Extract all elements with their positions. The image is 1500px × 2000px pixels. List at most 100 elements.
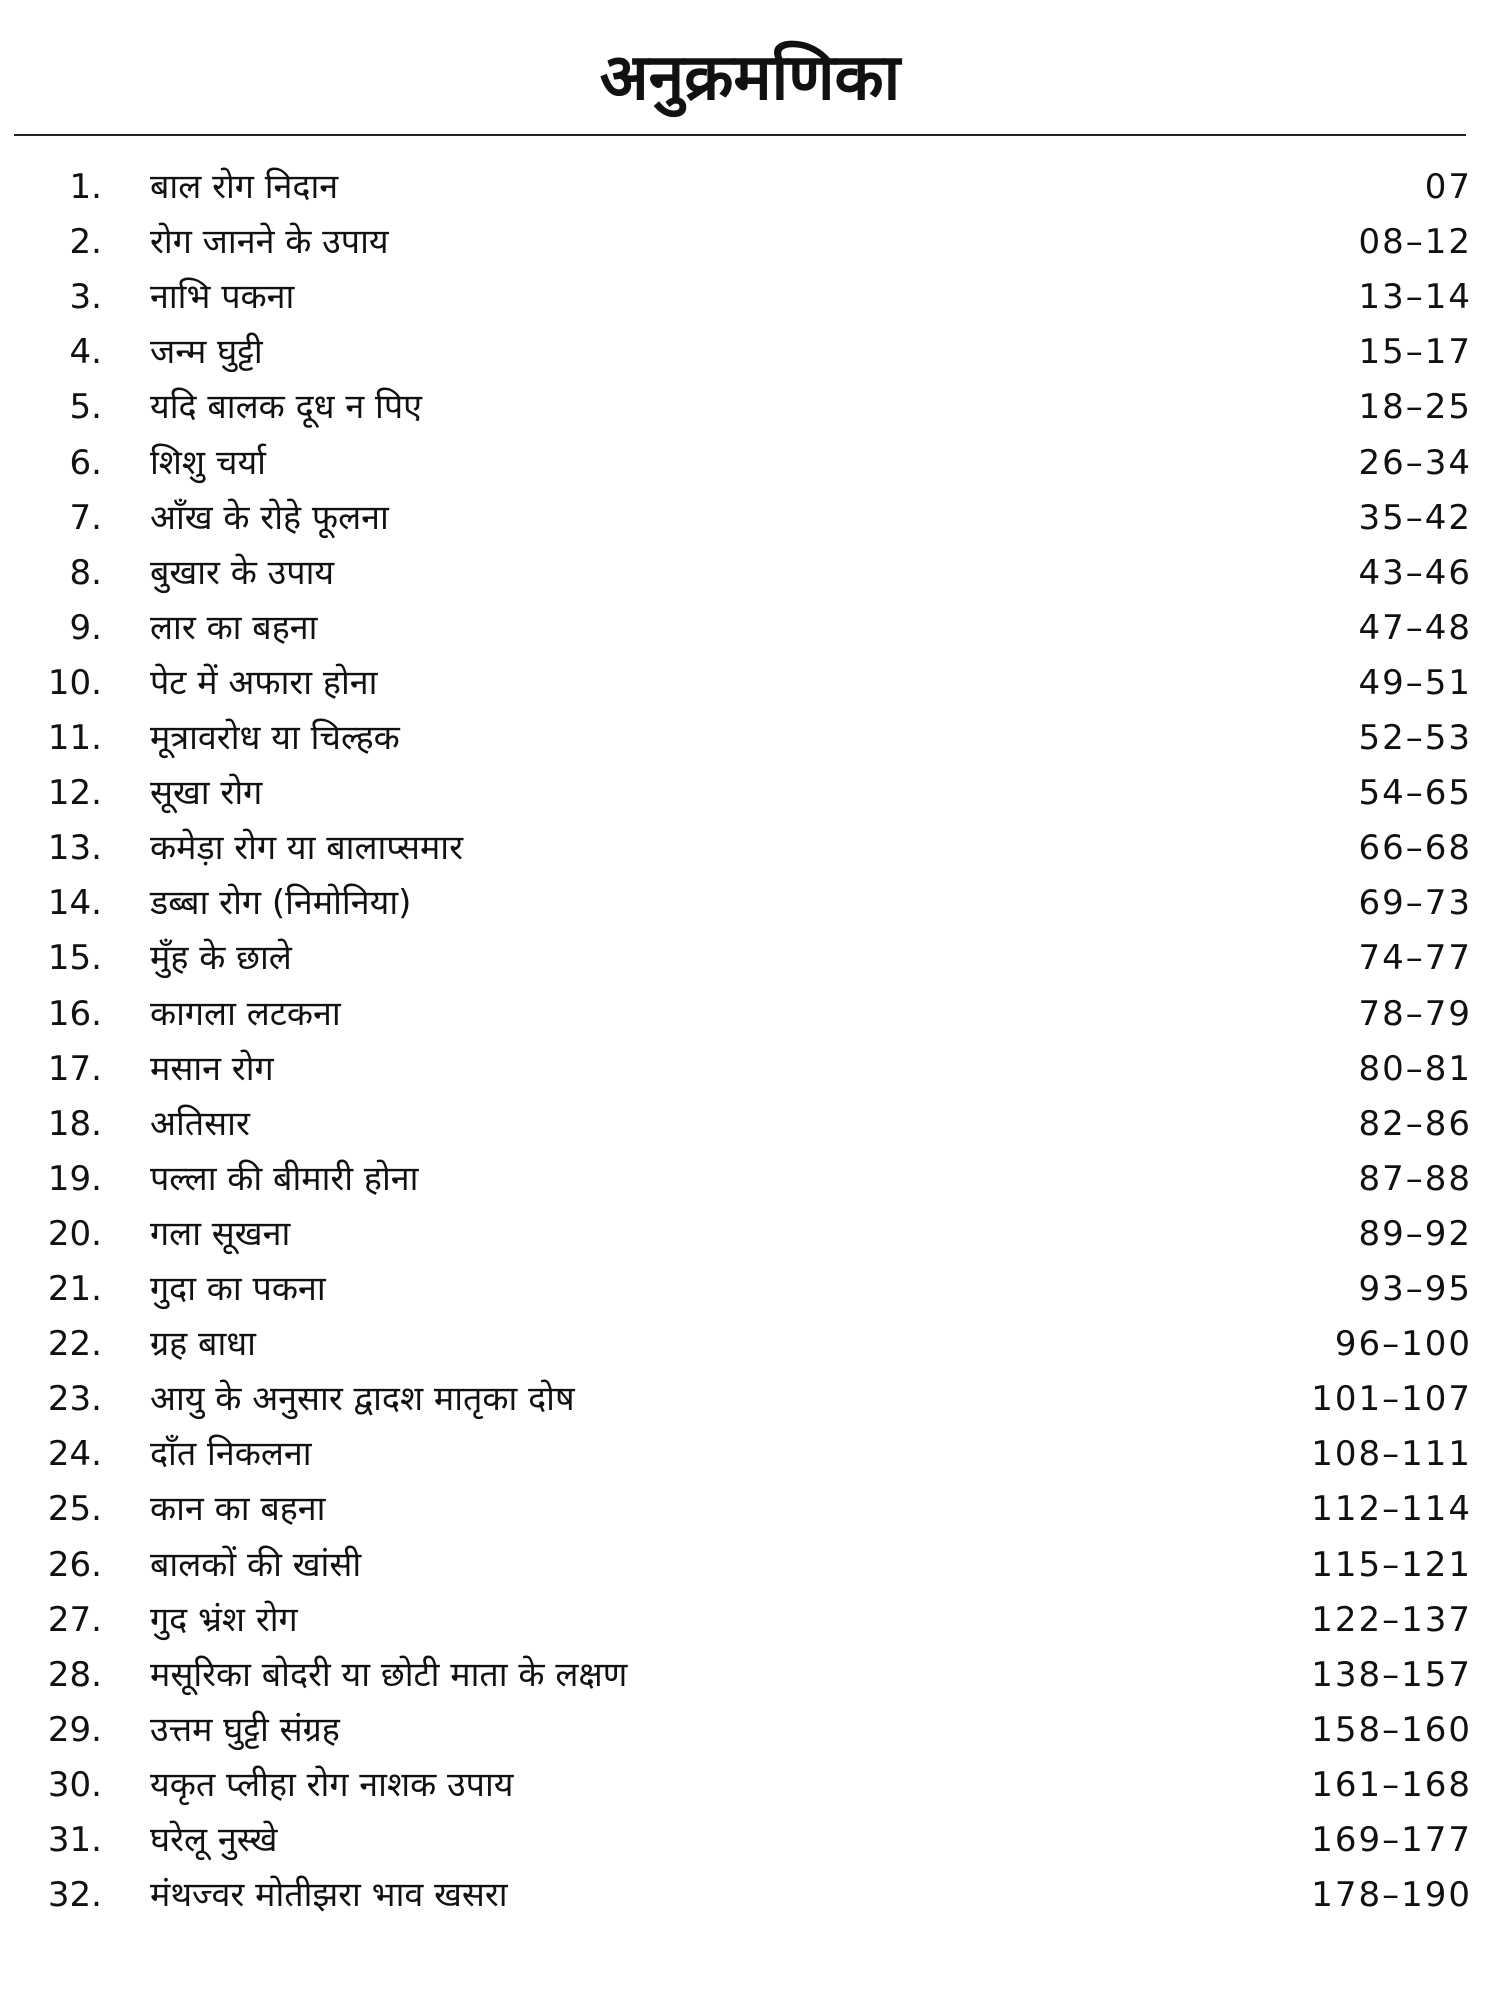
entry-pages: 161–168 [1311, 1764, 1472, 1805]
entry-pages: 66–68 [1358, 828, 1472, 869]
entry-pages: 07 [1424, 167, 1472, 207]
entry-title: पल्ला की बीमारी होना [150, 1158, 419, 1199]
entry-title: पेट में अफारा होना [150, 662, 378, 703]
entry-title: बाल रोग निदान [150, 167, 339, 207]
entry-number: 7. [69, 497, 102, 538]
entry-title: ग्रह बाधा [150, 1324, 256, 1365]
toc-entry: 22. ग्रह बाधा 96–100 [0, 1317, 1500, 1372]
entry-title: डब्बा रोग (निमोनिया) [150, 883, 412, 924]
entry-number: 11. [47, 718, 102, 758]
entry-number: 24. [47, 1434, 102, 1475]
entry-number: 6. [69, 442, 102, 483]
entry-number: 29. [47, 1709, 102, 1750]
entry-title: आँख के रोहे फूलना [150, 497, 389, 538]
entry-pages: 74–77 [1358, 938, 1472, 979]
entry-title: अतिसार [150, 1103, 250, 1144]
entry-title: मसान रोग [150, 1048, 274, 1089]
entry-number: 31. [47, 1820, 102, 1860]
entry-title: मुँह के छाले [150, 938, 292, 979]
entry-title: कमेड़ा रोग या बालाप्समार [150, 828, 464, 869]
entry-title: बुखार के उपाय [150, 552, 335, 593]
entry-number: 30. [47, 1764, 102, 1805]
entry-title: उत्तम घुट्टी संग्रह [150, 1709, 340, 1750]
entry-number: 25. [47, 1489, 102, 1530]
entry-number: 17. [47, 1048, 102, 1089]
entry-number: 20. [47, 1213, 102, 1254]
toc-entry: 3. नाभि पकना 13–14 [0, 270, 1500, 325]
toc-entry: 13. कमेड़ा रोग या बालाप्समार 66–68 [0, 821, 1500, 876]
entry-pages: 18–25 [1358, 387, 1472, 428]
entry-pages: 35–42 [1358, 497, 1472, 538]
entry-pages: 26–34 [1358, 442, 1472, 483]
entry-number: 23. [47, 1379, 102, 1420]
entry-number: 21. [47, 1269, 102, 1309]
entry-title: कान का बहना [150, 1489, 326, 1530]
entry-title: नाभि पकना [150, 277, 295, 318]
entry-title: रोग जानने के उपाय [150, 222, 389, 263]
entry-number: 28. [47, 1654, 102, 1695]
entry-title: आयु के अनुसार द्वादश मातृका दोष [150, 1379, 575, 1420]
entry-pages: 13–14 [1358, 277, 1472, 318]
entry-title: गला सूखना [150, 1213, 291, 1254]
entry-number: 13. [47, 828, 102, 869]
entry-number: 9. [69, 607, 102, 648]
entry-pages: 169–177 [1311, 1820, 1472, 1860]
toc-entry: 28. मसूरिका बोदरी या छोटी माता के लक्षण 13… [0, 1648, 1500, 1703]
toc-entry: 25. कान का बहना 112–114 [0, 1482, 1500, 1537]
entry-title: यदि बालक दूध न पिए [150, 387, 422, 428]
entry-title: बालकों की खांसी [150, 1544, 362, 1585]
entry-number: 16. [47, 993, 102, 1034]
entry-pages: 138–157 [1311, 1654, 1472, 1695]
toc-entry: 27. गुद भ्रंश रोग 122–137 [0, 1593, 1500, 1648]
toc-entry: 31. घरेलू नुस्खे 169–177 [0, 1813, 1500, 1868]
entry-pages: 52–53 [1358, 718, 1472, 758]
toc-entry: 5. यदि बालक दूध न पिए 18–25 [0, 380, 1500, 435]
toc-entry: 23. आयु के अनुसार द्वादश मातृका दोष 101–10… [0, 1372, 1500, 1427]
toc-entry: 16. कागला लटकना 78–79 [0, 987, 1500, 1042]
entry-number: 4. [69, 332, 102, 373]
toc-entry: 30. यकृत प्लीहा रोग नाशक उपाय 161–168 [0, 1758, 1500, 1813]
toc-entry: 8. बुखार के उपाय 43–46 [0, 546, 1500, 601]
toc-entry: 11. मूत्रावरोध या चिल्हक 52–53 [0, 711, 1500, 766]
entry-title: लार का बहना [150, 607, 318, 648]
toc-entry: 18. अतिसार 82–86 [0, 1097, 1500, 1152]
toc-entry: 2. रोग जानने के उपाय 08–12 [0, 215, 1500, 270]
entry-pages: 80–81 [1358, 1048, 1472, 1089]
entry-number: 5. [69, 387, 102, 428]
toc-entry: 9. लार का बहना 47–48 [0, 601, 1500, 656]
entry-pages: 43–46 [1358, 552, 1472, 593]
entry-title: यकृत प्लीहा रोग नाशक उपाय [150, 1764, 514, 1805]
toc-entry: 10. पेट में अफारा होना 49–51 [0, 656, 1500, 711]
entry-pages: 15–17 [1358, 332, 1472, 373]
toc-entry: 4. जन्म घुट्टी 15–17 [0, 325, 1500, 380]
entry-pages: 08–12 [1358, 222, 1472, 263]
entry-title: कागला लटकना [150, 993, 341, 1034]
toc-entry: 20. गला सूखना 89–92 [0, 1207, 1500, 1262]
entry-pages: 93–95 [1358, 1269, 1472, 1309]
entry-number: 1. [69, 167, 102, 207]
toc-entry: 7. आँख के रोहे फूलना 35–42 [0, 491, 1500, 546]
entry-pages: 101–107 [1311, 1379, 1472, 1420]
entry-pages: 178–190 [1311, 1875, 1472, 1916]
entry-number: 32. [47, 1875, 102, 1916]
entry-pages: 87–88 [1358, 1158, 1472, 1199]
entry-title: शिशु चर्या [150, 442, 266, 483]
entry-pages: 112–114 [1311, 1489, 1472, 1530]
entry-number: 3. [69, 277, 102, 318]
toc-entry: 14. डब्बा रोग (निमोनिया) 69–73 [0, 876, 1500, 931]
entry-number: 19. [47, 1158, 102, 1199]
entry-pages: 108–111 [1311, 1434, 1472, 1475]
entry-pages: 96–100 [1334, 1324, 1472, 1365]
entry-title: मसूरिका बोदरी या छोटी माता के लक्षण [150, 1654, 628, 1695]
entry-title: मंथज्वर मोतीझरा भाव खसरा [150, 1875, 508, 1916]
entry-pages: 115–121 [1311, 1544, 1472, 1585]
entry-number: 27. [47, 1599, 102, 1640]
entry-title: मूत्रावरोध या चिल्हक [150, 718, 400, 758]
entry-title: सूखा रोग [150, 773, 263, 814]
entry-title: गुद भ्रंश रोग [150, 1599, 298, 1640]
entry-number: 22. [47, 1324, 102, 1365]
toc-entry: 24. दाँत निकलना 108–111 [0, 1427, 1500, 1482]
entry-number: 2. [69, 222, 102, 263]
entry-pages: 82–86 [1358, 1103, 1472, 1144]
entry-number: 10. [47, 662, 102, 703]
